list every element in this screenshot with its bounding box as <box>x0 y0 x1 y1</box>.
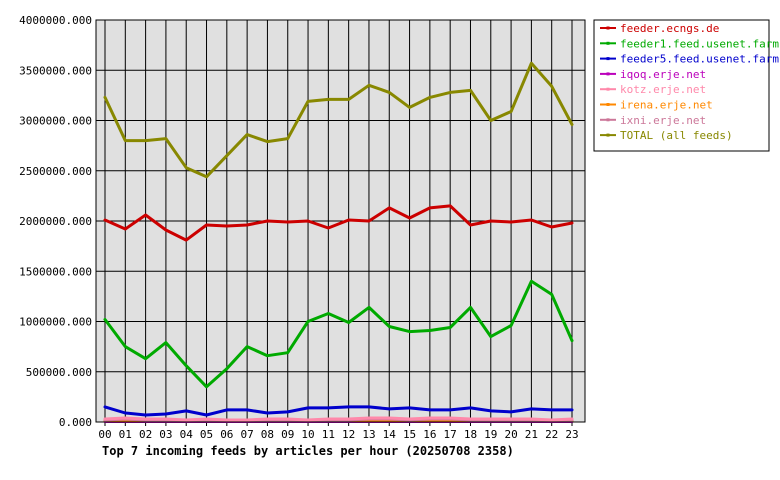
y-tick-label: 0.000 <box>59 416 92 429</box>
y-tick-label: 1000000.000 <box>19 316 92 329</box>
legend-swatch-dot <box>606 103 610 106</box>
x-tick-label: 17 <box>444 428 457 441</box>
plot-border <box>95 19 586 423</box>
y-tick-label: 2000000.000 <box>19 215 92 228</box>
x-tick-label: 20 <box>504 428 517 441</box>
legend-swatch-dot <box>606 133 610 137</box>
x-tick-label: 03 <box>159 428 172 441</box>
legend-box <box>593 19 770 152</box>
legend-swatch-dot <box>606 26 610 30</box>
x-tick-label: 22 <box>545 428 558 441</box>
legend-swatch-dot <box>606 118 610 122</box>
y-tick-label: 500000.000 <box>26 366 92 379</box>
y-tick-label: 4000000.000 <box>19 14 92 27</box>
x-tick-label: 23 <box>565 428 578 441</box>
x-tick-label: 16 <box>423 428 436 441</box>
x-tick-label: 10 <box>301 428 314 441</box>
x-tick-label: 12 <box>342 428 355 441</box>
legend-entry: feeder1.feed.usenet.farm <box>620 37 779 50</box>
x-tick-label: 01 <box>119 428 132 441</box>
series-line-feeder5-feed-usenet-farm <box>103 405 574 417</box>
x-tick-label: 21 <box>525 428 538 441</box>
x-tick-label: 18 <box>464 428 477 441</box>
x-axis: 00 01 02 03 04 05 06 07 08 09 10 11 12 13 14 15 16 17 18 19… <box>98 422 579 441</box>
x-tick-label: 08 <box>261 428 274 441</box>
x-tick-label: 11 <box>322 428 335 441</box>
legend-entry: feeder.ecngs.de <box>620 22 719 35</box>
series-line-feeder-ecngs-de <box>103 204 574 242</box>
legend-swatch-dot <box>606 57 610 61</box>
legend-entry: ixni.erje.net <box>620 114 706 127</box>
x-tick-label: 05 <box>200 428 213 441</box>
series-line-kotz-erje-net <box>103 416 574 422</box>
legend-entry: feeder5.feed.usenet.farm <box>620 53 779 66</box>
legend-swatch-dot <box>606 87 610 91</box>
legend-swatch-dot <box>606 41 610 45</box>
x-tick-label: 02 <box>139 428 152 441</box>
legend-entry: irena.erje.net <box>620 99 713 112</box>
x-tick-label: 06 <box>220 428 233 441</box>
legend-entry: TOTAL (all feeds) <box>620 129 733 142</box>
legend-entry: kotz.erje.net <box>620 83 706 96</box>
x-tick-label: 19 <box>484 428 497 441</box>
y-axis: 0.000 500000.000 1000000.000 1500000.000 200… <box>19 14 92 429</box>
x-tick-label: 14 <box>383 428 397 441</box>
y-tick-label: 1500000.000 <box>19 265 92 278</box>
series-line-total-all-feeds <box>103 61 574 179</box>
y-tick-label: 3500000.000 <box>19 64 92 77</box>
x-tick-label: 09 <box>281 428 294 441</box>
x-tick-label: 00 <box>98 428 111 441</box>
legend-entry: iqoq.erje.net <box>620 68 706 81</box>
x-tick-label: 04 <box>180 428 194 441</box>
legend-swatch-dot <box>606 72 610 76</box>
legend: feeder.ecngs.de feeder1.feed.usenet.farm f… <box>593 19 779 152</box>
x-tick-label: 07 <box>241 428 254 441</box>
x-tick-label: 13 <box>362 428 375 441</box>
x-tick-label: 15 <box>403 428 416 441</box>
y-tick-label: 3000000.000 <box>19 115 92 128</box>
chart-title: Top 7 incoming feeds by articles per hou… <box>102 444 514 458</box>
y-tick-label: 2500000.000 <box>19 165 92 178</box>
series-line-feeder1-feed-usenet-farm <box>103 279 574 389</box>
